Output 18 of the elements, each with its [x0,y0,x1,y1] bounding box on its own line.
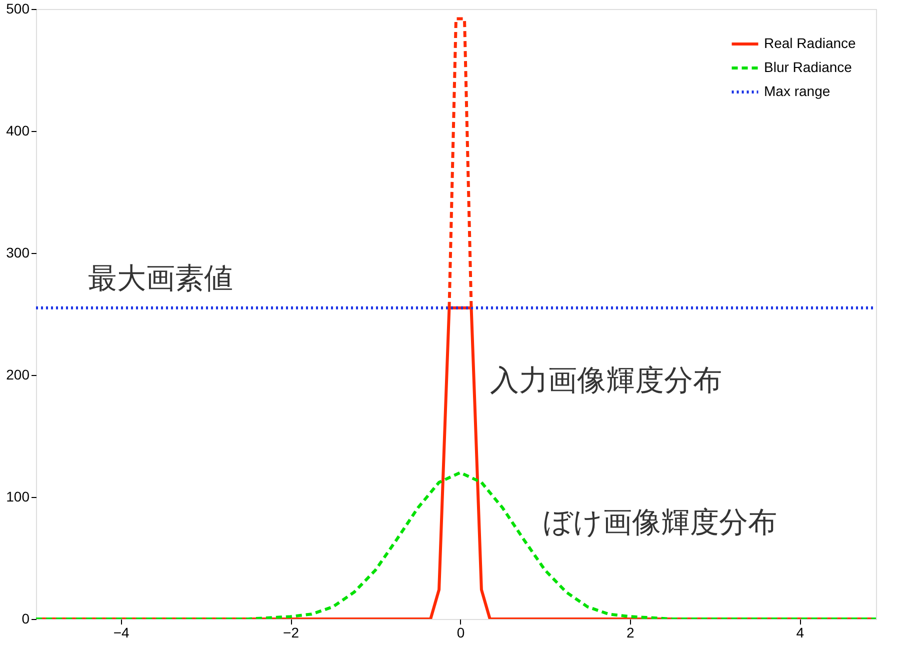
y-tick-label: 400 [6,122,30,138]
y-tick-label: 500 [6,0,30,16]
annotation: 最大画素値 [88,261,233,295]
y-tick-label: 0 [22,610,30,626]
x-tick-label: −4 [113,624,130,640]
line-series [36,471,876,619]
legend-label: Blur Radiance [764,59,852,75]
x-tick-label: 2 [626,624,635,640]
x-tick-label: −2 [283,624,300,640]
y-tick-label: 100 [6,488,30,504]
y-tick-label: 200 [6,366,30,382]
x-tick-label: 4 [796,624,804,640]
y-tick-label: 300 [6,244,30,260]
annotation: ぼけ画像輝度分布 [543,505,777,539]
x-tick-label: 0 [456,624,465,640]
annotation: 入力画像輝度分布 [490,363,722,397]
legend-label: Real Radiance [764,35,856,51]
legend-label: Max range [764,83,830,99]
